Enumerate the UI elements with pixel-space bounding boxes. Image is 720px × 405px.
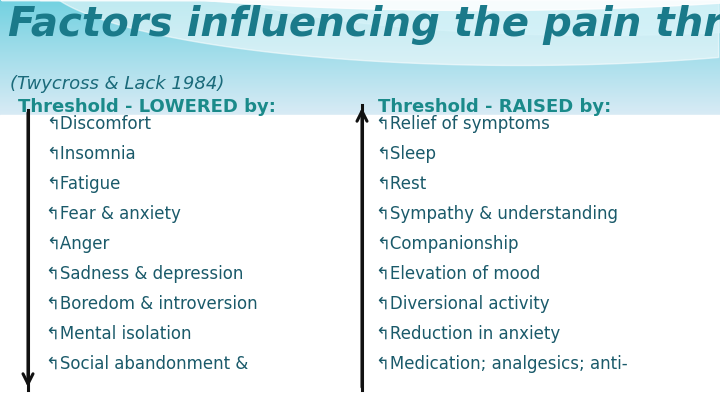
Bar (0, 115, 720, 405)
Text: ↰Discomfort: ↰Discomfort (46, 115, 151, 133)
Text: Threshold - RAISED by:: Threshold - RAISED by: (378, 98, 611, 116)
Text: ↰Relief of symptoms: ↰Relief of symptoms (376, 115, 550, 133)
Text: ↰Diversional activity: ↰Diversional activity (376, 295, 549, 313)
Text: ↰Anger: ↰Anger (46, 235, 109, 253)
Text: ↰Fear & anxiety: ↰Fear & anxiety (46, 205, 181, 223)
Text: ↰Mental isolation: ↰Mental isolation (46, 325, 192, 343)
Text: ↰Social abandonment &: ↰Social abandonment & (46, 355, 248, 373)
Text: ↰Medication; analgesics; anti-: ↰Medication; analgesics; anti- (376, 355, 628, 373)
Text: ↰Insomnia: ↰Insomnia (46, 145, 135, 163)
Text: Factors influencing the pain threshold: Factors influencing the pain threshold (8, 5, 720, 45)
Text: (Twycross & Lack 1984): (Twycross & Lack 1984) (10, 75, 225, 93)
Text: ↰Fatigue: ↰Fatigue (46, 175, 120, 193)
Text: ↰Elevation of mood: ↰Elevation of mood (376, 265, 541, 283)
Text: ↰Sadness & depression: ↰Sadness & depression (46, 265, 243, 283)
Text: ↰Companionship: ↰Companionship (376, 235, 518, 253)
Text: ↰Sympathy & understanding: ↰Sympathy & understanding (376, 205, 618, 223)
Text: ↰Boredom & introversion: ↰Boredom & introversion (46, 295, 258, 313)
Text: ↰Reduction in anxiety: ↰Reduction in anxiety (376, 325, 560, 343)
Text: Threshold - LOWERED by:: Threshold - LOWERED by: (18, 98, 276, 116)
Text: ↰Rest: ↰Rest (376, 175, 426, 193)
Text: ↰Sleep: ↰Sleep (376, 145, 436, 163)
